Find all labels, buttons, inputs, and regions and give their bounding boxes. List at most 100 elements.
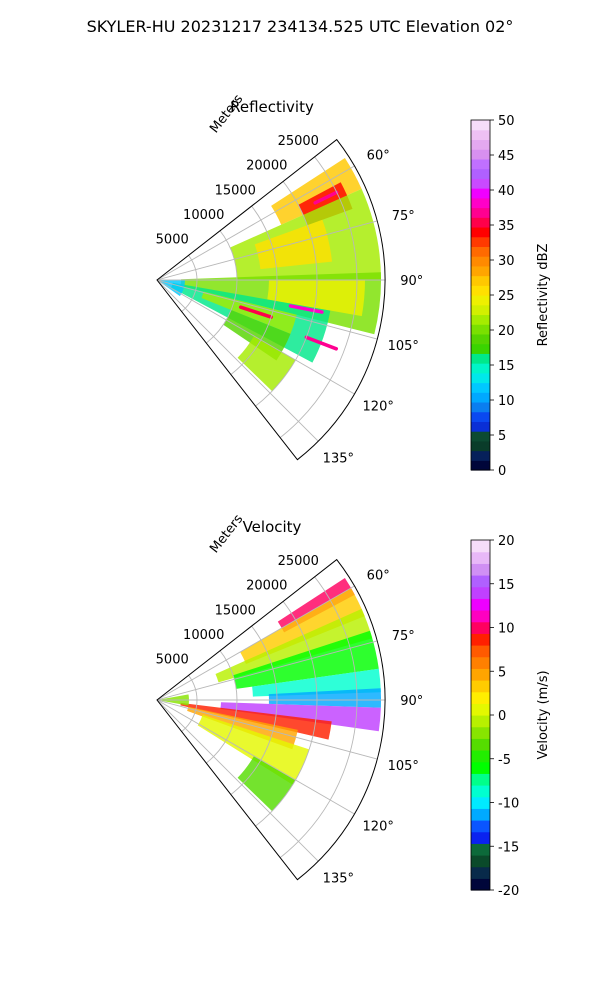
reflectivity-colorbar-segment — [471, 382, 490, 393]
velocity-azimuth-tick-4: 120° — [363, 819, 394, 834]
reflectivity-colorbar-segment — [471, 372, 490, 384]
velocity-colorbar-segment — [471, 633, 490, 646]
reflectivity-colorbar-segment — [471, 217, 490, 228]
velocity-colorbar-segment — [471, 843, 490, 856]
reflectivity-colorbar-segment — [471, 246, 490, 257]
reflectivity-echo-region-9 — [237, 336, 296, 392]
reflectivity-colorbar-tick-9: 45 — [498, 149, 515, 164]
velocity-colorbar-segment — [471, 551, 490, 564]
velocity-colorbar-tick-7: 15 — [498, 578, 515, 593]
reflectivity-colorbar: 0 5 10 15 20 25 30 35 40 45 50 Reflectivity dBZ — [470, 114, 551, 479]
velocity-azimuth-gridline-5 — [157, 699, 319, 862]
reflectivity-colorbar-segment — [471, 295, 490, 306]
reflectivity-echo-region-3 — [254, 219, 332, 270]
reflectivity-range-tick-3: 20000 — [246, 159, 287, 174]
reflectivity-colorbar-tick-8: 40 — [498, 184, 515, 199]
reflectivity-echoes — [159, 158, 382, 392]
reflectivity-colorbar-segment — [471, 343, 490, 354]
reflectivity-azimuth-gridline-4 — [157, 279, 355, 395]
reflectivity-azimuth-tick-3: 105° — [388, 339, 419, 354]
reflectivity-colorbar-segment — [471, 411, 490, 422]
reflectivity-range-tick-0: 5000 — [156, 233, 189, 248]
velocity-azimuth-gridline-4 — [157, 699, 355, 815]
reflectivity-azimuth-tick-2: 90° — [400, 274, 423, 289]
velocity-range-tick-3: 20000 — [246, 579, 287, 594]
velocity-azimuth-tick-2: 90° — [400, 694, 423, 709]
velocity-azimuth-gridline-0 — [157, 585, 355, 701]
velocity-colorbar-segment — [471, 610, 490, 623]
reflectivity-echo-region-7 — [201, 291, 297, 334]
velocity-colorbar-tick-5: 5 — [498, 665, 506, 680]
velocity-range-tick-0: 5000 — [156, 653, 189, 668]
velocity-colorbar-segment — [471, 586, 490, 599]
reflectivity-colorbar-tick-0: 0 — [498, 464, 506, 479]
reflectivity-azimuth-gridline-3 — [157, 279, 378, 340]
reflectivity-colorbar-segment — [471, 324, 490, 335]
velocity-range-tick-2: 15000 — [215, 603, 256, 618]
reflectivity-echo-streak-3 — [304, 335, 338, 351]
reflectivity-title: Reflectivity — [230, 98, 314, 116]
velocity-colorbar-segment — [471, 645, 490, 658]
reflectivity-colorbar-segment — [471, 314, 490, 325]
reflectivity-range-tick-4: 25000 — [278, 134, 319, 149]
velocity-echo-region-10 — [237, 756, 296, 812]
reflectivity-colorbar-segment — [471, 304, 490, 316]
reflectivity-azimuth-tick-0: 60° — [367, 149, 390, 164]
velocity-colorbar-segment — [471, 703, 490, 716]
velocity-colorbar-tick-4: 0 — [498, 709, 506, 724]
velocity-azimuth-tick-1: 75° — [392, 629, 415, 644]
reflectivity-azimuth-gridline-5 — [157, 279, 319, 442]
velocity-echo-region-5 — [268, 688, 382, 708]
velocity-colorbar-segment — [471, 750, 490, 763]
velocity-colorbar-segment — [471, 575, 490, 588]
velocity-colorbar-tick-6: 10 — [498, 622, 515, 637]
reflectivity-azimuth-gridline-1 — [157, 220, 378, 281]
velocity-colorbar-segment — [471, 715, 490, 728]
velocity-panel: Velocity 5000 10000 15000 20000 25000 Meters 60… — [156, 512, 551, 899]
velocity-azimuth-gridline-1 — [157, 640, 378, 701]
velocity-colorbar-tick-1: -15 — [498, 840, 519, 855]
velocity-sector-frame — [156, 558, 386, 881]
velocity-range-tick-4: 25000 — [278, 554, 319, 569]
velocity-azimuth-tick-0: 60° — [367, 569, 390, 584]
velocity-colorbar-segment — [471, 866, 490, 879]
velocity-echo-region-9 — [197, 714, 310, 785]
velocity-echoes — [159, 578, 382, 812]
reflectivity-colorbar-segment — [471, 333, 490, 345]
reflectivity-colorbar-tick-4: 20 — [498, 324, 515, 339]
velocity-colorbar: -20 -15 -10 -5 0 5 10 15 20 Velocity (m/s) — [470, 534, 551, 899]
velocity-colorbar-segment — [471, 796, 490, 809]
velocity-colorbar-segment — [471, 598, 490, 611]
velocity-colorbar-tick-8: 20 — [498, 534, 515, 549]
velocity-colorbar-segment — [471, 820, 490, 833]
velocity-echo-region-6 — [220, 702, 381, 732]
velocity-title: Velocity — [243, 518, 302, 536]
velocity-colorbar-segment — [471, 621, 490, 634]
reflectivity-sector-frame — [156, 138, 386, 461]
velocity-echo-region-2 — [215, 608, 373, 683]
velocity-colorbar-tick-3: -5 — [498, 753, 511, 768]
velocity-colorbar-segment — [471, 855, 490, 868]
velocity-colorbar-segment — [471, 831, 490, 844]
reflectivity-colorbar-segment — [471, 275, 490, 286]
reflectivity-colorbar-segment — [471, 149, 490, 160]
reflectivity-colorbar-segment — [471, 178, 490, 189]
reflectivity-colorbar-segment — [471, 363, 490, 374]
velocity-colorbar-segment — [471, 785, 490, 798]
reflectivity-colorbar-segment — [471, 168, 490, 179]
reflectivity-colorbar-segment — [471, 207, 490, 218]
reflectivity-azimuth-tick-1: 75° — [392, 209, 415, 224]
reflectivity-azimuth-tick-5: 135° — [323, 451, 354, 466]
reflectivity-colorbar-segment — [471, 392, 490, 403]
velocity-colorbar-segment — [471, 563, 490, 576]
reflectivity-colorbar-segment — [471, 256, 490, 267]
reflectivity-colorbar-segment — [471, 265, 490, 277]
reflectivity-azimuth-tick-4: 120° — [363, 399, 394, 414]
velocity-colorbar-tick-0: -20 — [498, 884, 519, 899]
velocity-range-axis-label: Meters — [207, 512, 246, 556]
reflectivity-colorbar-tick-10: 50 — [498, 114, 515, 129]
reflectivity-colorbar-segment — [471, 129, 490, 141]
reflectivity-colorbar-segment — [471, 353, 490, 364]
reflectivity-colorbar-segment — [471, 421, 490, 432]
velocity-colorbar-segment — [471, 656, 490, 669]
